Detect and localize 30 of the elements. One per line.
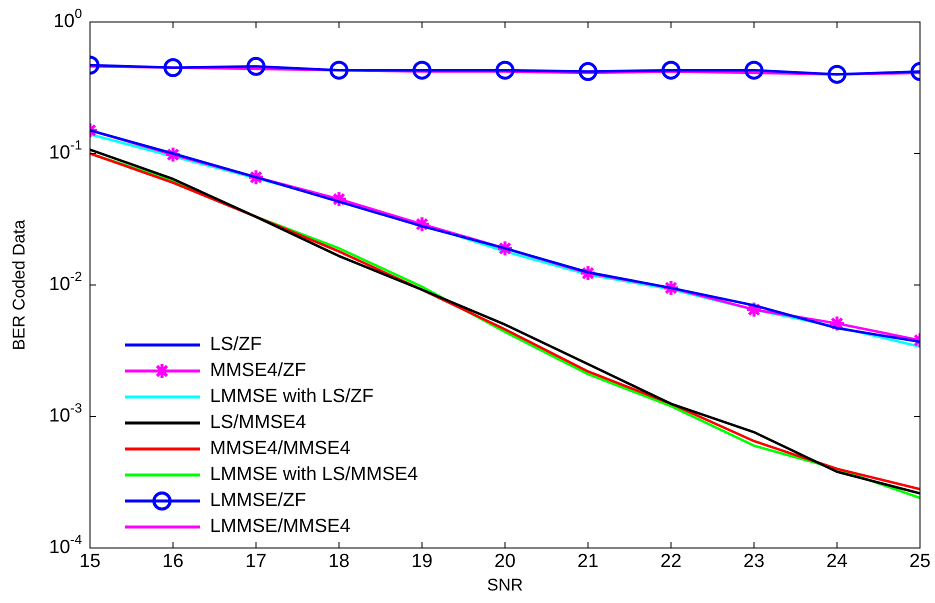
x-tick-label: 25 bbox=[909, 551, 931, 572]
legend-label: LMMSE/MMSE4 bbox=[210, 516, 351, 538]
x-tick-label: 19 bbox=[411, 551, 433, 572]
legend-label: MMSE4/MMSE4 bbox=[210, 438, 351, 460]
legend-label: MMSE4/ZF bbox=[210, 360, 306, 382]
y-axis-title: BER Coded Data bbox=[10, 219, 29, 350]
x-tick-label: 15 bbox=[79, 551, 101, 572]
point bbox=[496, 60, 514, 80]
point bbox=[578, 62, 598, 82]
legend-label: LMMSE/ZF bbox=[210, 490, 306, 512]
x-tick-label: 23 bbox=[743, 551, 765, 572]
point bbox=[246, 56, 266, 76]
x-tick-label: 18 bbox=[328, 551, 350, 572]
x-tick-label: 24 bbox=[826, 551, 848, 572]
point bbox=[164, 58, 182, 78]
legend-label: LS/ZF bbox=[210, 334, 262, 356]
point bbox=[330, 60, 348, 80]
point bbox=[744, 60, 764, 80]
x-tick-label: 22 bbox=[660, 551, 682, 572]
legend-label: LS/MMSE4 bbox=[210, 412, 307, 434]
x-tick-label: 20 bbox=[494, 551, 516, 572]
x-tick-label: 21 bbox=[577, 551, 599, 572]
x-tick-label: 17 bbox=[245, 551, 267, 572]
x-tick-label: 16 bbox=[162, 551, 184, 572]
point bbox=[412, 60, 432, 80]
point bbox=[828, 64, 846, 84]
x-axis-title: SNR bbox=[487, 576, 523, 595]
legend-label: LMMSE with LS/ZF bbox=[210, 386, 374, 408]
legend-label: LMMSE with LS/MMSE4 bbox=[210, 464, 418, 486]
point bbox=[662, 60, 680, 80]
